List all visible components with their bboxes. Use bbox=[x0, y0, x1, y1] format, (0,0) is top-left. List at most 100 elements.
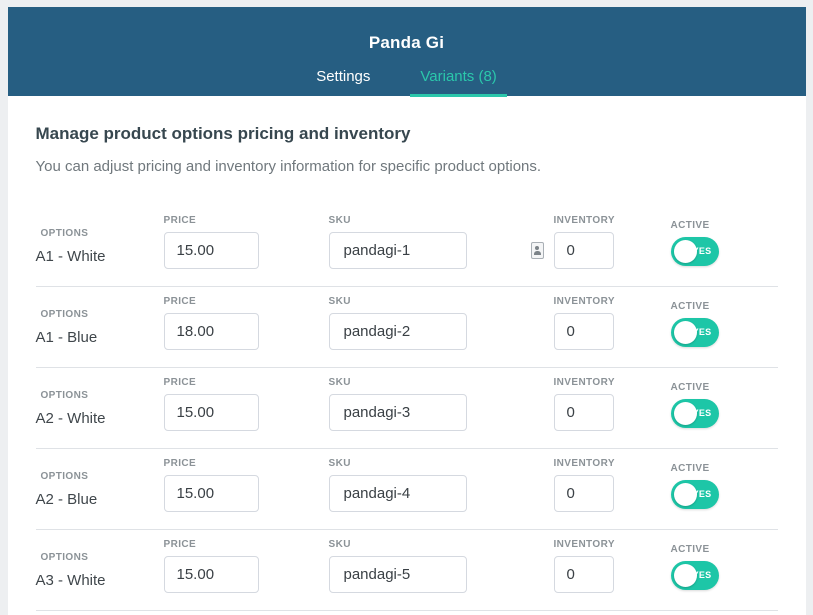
price-column: PRICE bbox=[163, 530, 329, 610]
toggle-knob-icon bbox=[673, 483, 697, 506]
inventory-column: INVENTORY bbox=[553, 206, 671, 286]
toggle-knob-icon bbox=[673, 321, 697, 344]
price-input-wrap bbox=[163, 232, 329, 269]
option-name: A1 - White bbox=[35, 248, 106, 265]
sku-input[interactable] bbox=[328, 394, 467, 431]
sku-input[interactable] bbox=[328, 232, 467, 269]
variant-row: OPTIONS A3 - White PRICE SKU INVENTORY A… bbox=[35, 530, 778, 611]
active-column-label: ACTIVE bbox=[670, 220, 710, 231]
price-input[interactable] bbox=[163, 475, 259, 512]
toggle-yes-label: YES bbox=[692, 489, 712, 499]
toggle-yes-label: YES bbox=[692, 246, 712, 256]
active-column-label: ACTIVE bbox=[670, 382, 710, 393]
inventory-input-wrap bbox=[553, 313, 671, 350]
variant-rows: OPTIONS A1 - White PRICE SKU INVENTORY A… bbox=[35, 206, 778, 611]
sku-input[interactable] bbox=[328, 475, 467, 512]
sku-column-label: SKU bbox=[328, 215, 351, 226]
options-column: OPTIONS A2 - Blue bbox=[36, 449, 164, 529]
options-column: OPTIONS A2 - White bbox=[36, 368, 164, 448]
price-input-wrap bbox=[163, 394, 329, 431]
active-column: ACTIVE YES bbox=[670, 530, 751, 610]
options-column-label: OPTIONS bbox=[40, 228, 89, 239]
toggle-knob-icon bbox=[673, 402, 697, 425]
options-column-label: OPTIONS bbox=[40, 471, 89, 482]
option-name: A2 - Blue bbox=[35, 491, 98, 508]
active-column-label: ACTIVE bbox=[670, 463, 710, 474]
inventory-input[interactable] bbox=[553, 394, 614, 431]
variant-row: OPTIONS A1 - White PRICE SKU INVENTORY A… bbox=[35, 206, 778, 287]
price-input[interactable] bbox=[163, 313, 259, 350]
sku-input[interactable] bbox=[328, 313, 467, 350]
options-column: OPTIONS A1 - Blue bbox=[36, 287, 164, 367]
sku-column: SKU bbox=[328, 449, 554, 529]
active-column: ACTIVE YES bbox=[670, 368, 751, 448]
active-toggle[interactable]: YES bbox=[670, 480, 719, 509]
inventory-input[interactable] bbox=[553, 556, 614, 593]
price-input-wrap bbox=[163, 475, 329, 512]
sku-column-label: SKU bbox=[328, 377, 351, 388]
active-column-label: ACTIVE bbox=[670, 544, 710, 555]
active-toggle[interactable]: YES bbox=[670, 237, 719, 266]
toggle-yes-label: YES bbox=[692, 327, 712, 337]
sku-input[interactable] bbox=[328, 556, 467, 593]
options-column-label: OPTIONS bbox=[40, 552, 89, 563]
autofill-icon[interactable] bbox=[530, 242, 544, 259]
options-column: OPTIONS A1 - White bbox=[36, 206, 164, 286]
price-column-label: PRICE bbox=[163, 377, 197, 388]
section-subheading: You can adjust pricing and inventory inf… bbox=[35, 158, 542, 175]
inventory-input-wrap bbox=[553, 232, 671, 269]
inventory-input[interactable] bbox=[553, 313, 614, 350]
active-toggle[interactable]: YES bbox=[670, 561, 719, 590]
page-title: Panda Gi bbox=[368, 33, 445, 52]
sku-column: SKU bbox=[328, 206, 554, 286]
options-column-label: OPTIONS bbox=[40, 390, 89, 401]
price-column: PRICE bbox=[163, 287, 329, 367]
toggle-yes-label: YES bbox=[692, 570, 712, 580]
active-toggle[interactable]: YES bbox=[670, 399, 719, 428]
active-toggle[interactable]: YES bbox=[670, 318, 719, 347]
app-header: Panda Gi Settings Variants (8) bbox=[7, 7, 806, 97]
option-name: A1 - Blue bbox=[35, 329, 98, 346]
tab-variants[interactable]: Variants (8) bbox=[410, 64, 507, 97]
toggle-yes-label: YES bbox=[692, 408, 712, 418]
price-input-wrap bbox=[163, 556, 329, 593]
inventory-column-label: INVENTORY bbox=[553, 296, 615, 307]
product-panel: Panda Gi Settings Variants (8) Manage pr… bbox=[7, 7, 806, 615]
price-input[interactable] bbox=[163, 394, 259, 431]
toggle-knob-icon bbox=[673, 240, 697, 263]
active-column-label: ACTIVE bbox=[670, 301, 710, 312]
inventory-input[interactable] bbox=[553, 475, 614, 512]
options-column: OPTIONS A3 - White bbox=[36, 530, 164, 610]
sku-column-label: SKU bbox=[328, 296, 351, 307]
active-column: ACTIVE YES bbox=[670, 287, 751, 367]
variant-row: OPTIONS A2 - Blue PRICE SKU INVENTORY AC… bbox=[35, 449, 778, 530]
inventory-column: INVENTORY bbox=[553, 449, 671, 529]
inventory-column: INVENTORY bbox=[553, 287, 671, 367]
sku-column-label: SKU bbox=[328, 539, 351, 550]
sku-input-wrap bbox=[328, 232, 554, 269]
price-input[interactable] bbox=[163, 232, 259, 269]
options-column-label: OPTIONS bbox=[40, 309, 89, 320]
price-column: PRICE bbox=[163, 206, 329, 286]
price-input[interactable] bbox=[163, 556, 259, 593]
price-column: PRICE bbox=[163, 449, 329, 529]
inventory-input[interactable] bbox=[553, 232, 614, 269]
price-column: PRICE bbox=[163, 368, 329, 448]
tab-settings[interactable]: Settings bbox=[316, 68, 371, 85]
sku-column: SKU bbox=[328, 368, 554, 448]
variant-row: OPTIONS A1 - Blue PRICE SKU INVENTORY AC… bbox=[35, 287, 778, 368]
sku-column: SKU bbox=[328, 530, 554, 610]
inventory-input-wrap bbox=[553, 556, 671, 593]
inventory-column: INVENTORY bbox=[553, 530, 671, 610]
price-column-label: PRICE bbox=[163, 215, 197, 226]
inventory-column-label: INVENTORY bbox=[553, 215, 615, 226]
toggle-knob-icon bbox=[673, 564, 697, 587]
option-name: A2 - White bbox=[35, 410, 106, 427]
section-heading: Manage product options pricing and inven… bbox=[35, 124, 411, 143]
sku-input-wrap bbox=[328, 556, 554, 593]
sku-column: SKU bbox=[328, 287, 554, 367]
price-column-label: PRICE bbox=[163, 458, 197, 469]
inventory-input-wrap bbox=[553, 394, 671, 431]
price-input-wrap bbox=[163, 313, 329, 350]
inventory-column-label: INVENTORY bbox=[553, 458, 615, 469]
